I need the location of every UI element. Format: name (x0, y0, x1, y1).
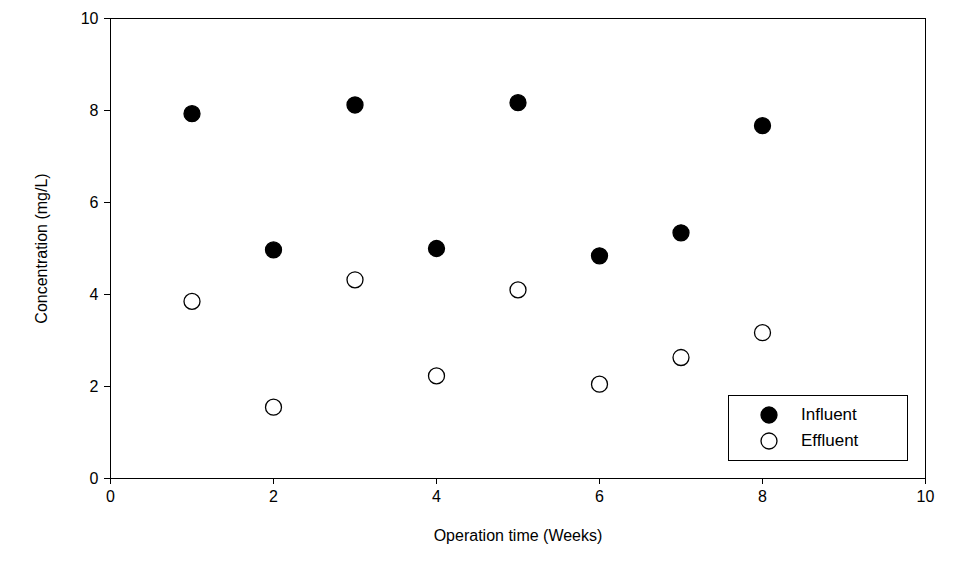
html-text:Influent: Influent (801, 405, 857, 424)
svg-text:8: 8 (758, 488, 767, 505)
svg-text:6: 6 (595, 488, 604, 505)
svg-text:4: 4 (90, 286, 99, 303)
svg-text:8: 8 (90, 102, 99, 119)
svg-text:10: 10 (81, 10, 99, 27)
html-text:Effluent: Effluent (801, 431, 859, 450)
svg-text:10: 10 (917, 488, 935, 505)
svg-text:2: 2 (90, 378, 99, 395)
svg-text:4: 4 (432, 488, 441, 505)
svg-text:6: 6 (90, 194, 99, 211)
svg-text:0: 0 (90, 470, 99, 487)
svg-text:Operation time (Weeks): Operation time (Weeks) (434, 527, 603, 544)
svg-text:2: 2 (269, 488, 278, 505)
svg-text:0: 0 (106, 488, 115, 505)
svg-text:Concentration (mg/L): Concentration (mg/L) (33, 173, 50, 323)
